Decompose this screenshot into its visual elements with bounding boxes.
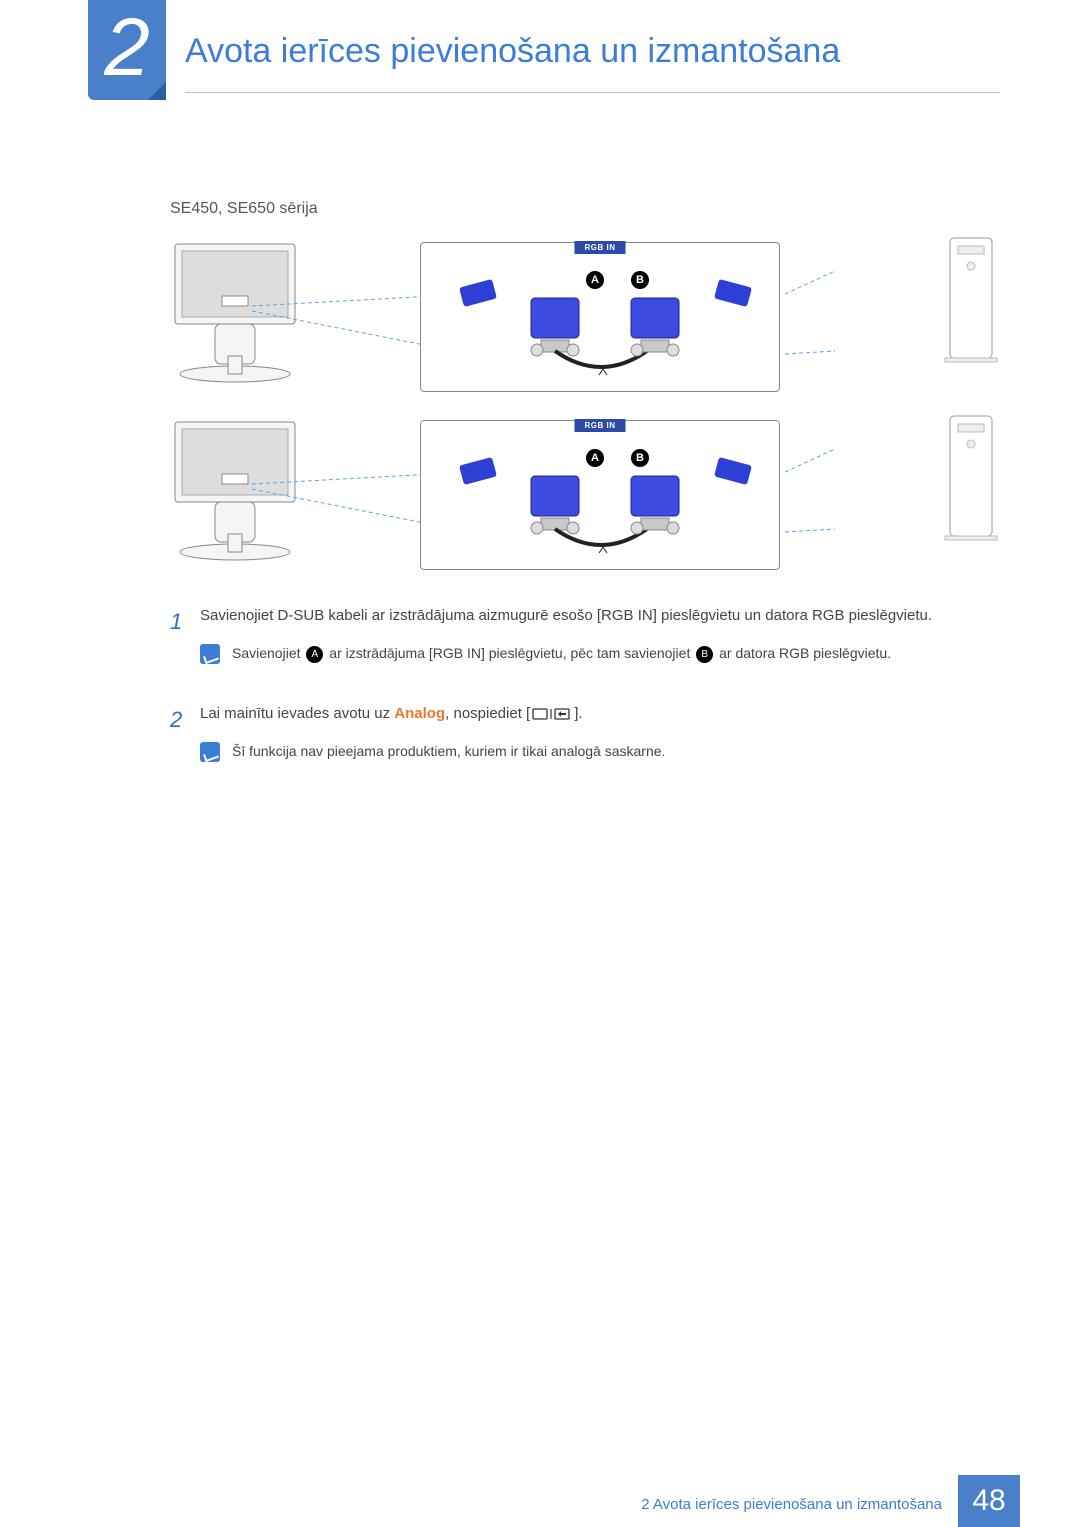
- connector-closeup-box: RGB IN: [420, 242, 780, 392]
- step-number: 2: [170, 702, 200, 776]
- step-text-pre: Lai mainītu ievades avotu uz: [200, 705, 394, 722]
- note-text: Savienojiet A ar izstrādājuma [RGB IN] p…: [232, 642, 891, 664]
- instruction-steps: 1 Savienojiet D-SUB kabeli ar izstrādāju…: [170, 604, 1000, 777]
- marker-b: B: [631, 271, 649, 289]
- step-text-post: ].: [574, 705, 582, 722]
- source-button-icon: [532, 707, 572, 721]
- header-divider: [185, 92, 1000, 93]
- connection-diagram-1: RGB IN: [170, 236, 1000, 406]
- step-note: Savienojiet A ar izstrādājuma [RGB IN] p…: [200, 642, 1000, 664]
- rgb-in-label: RGB IN: [575, 241, 626, 254]
- note-fragment: ar datora RGB pieslēgvietu.: [715, 645, 891, 661]
- chapter-number-badge: 2: [88, 0, 166, 100]
- note-icon: [200, 742, 220, 762]
- step-text-mid: , nospiediet [: [445, 705, 530, 722]
- step-1: 1 Savienojiet D-SUB kabeli ar izstrādāju…: [170, 604, 1000, 678]
- note-fragment: ar izstrādājuma [RGB IN] pieslēgvietu, p…: [325, 645, 694, 661]
- page-footer: 2 Avota ierīces pievienošana un izmantoš…: [0, 1475, 1080, 1527]
- rgb-in-label: RGB IN: [575, 419, 626, 432]
- series-subtitle: SE450, SE650 sērija: [170, 200, 1000, 218]
- inline-marker-a: A: [306, 646, 323, 663]
- step-number: 1: [170, 604, 200, 678]
- pc-tower-illustration: [940, 236, 1000, 386]
- note-fragment: Savienojiet: [232, 645, 304, 661]
- page-header: 2 Avota ierīces pievienošana un izmantoš…: [0, 0, 1080, 110]
- pc-tower-illustration: [940, 414, 1000, 564]
- monitor-illustration: [170, 414, 310, 564]
- step-body: Lai mainītu ievades avotu uz Analog, nos…: [200, 702, 1000, 776]
- vga-cable-illustration: [421, 243, 781, 393]
- footer-chapter-label: 2 Avota ierīces pievienošana un izmantoš…: [641, 1496, 942, 1513]
- step-note: Šī funkcija nav pieejama produktiem, kur…: [200, 740, 1000, 762]
- marker-a: A: [586, 271, 604, 289]
- marker-b: B: [631, 449, 649, 467]
- step-text: Savienojiet D-SUB kabeli ar izstrādājuma…: [200, 607, 932, 624]
- step-2: 2 Lai mainītu ievades avotu uz Analog, n…: [170, 702, 1000, 776]
- analog-keyword: Analog: [394, 705, 445, 722]
- note-icon: [200, 644, 220, 664]
- vga-cable-illustration: [421, 421, 781, 571]
- page-content: SE450, SE650 sērija RGB IN: [170, 200, 1000, 801]
- inline-marker-b: B: [696, 646, 713, 663]
- chapter-title: Avota ierīces pievienošana un izmantošan…: [185, 32, 840, 71]
- footer-page-number: 48: [958, 1475, 1020, 1527]
- monitor-illustration: [170, 236, 310, 386]
- connection-diagram-2: RGB IN A B: [170, 414, 1000, 584]
- step-body: Savienojiet D-SUB kabeli ar izstrādājuma…: [200, 604, 1000, 678]
- note-text: Šī funkcija nav pieejama produktiem, kur…: [232, 740, 665, 762]
- connector-closeup-box: RGB IN A B: [420, 420, 780, 570]
- marker-a: A: [586, 449, 604, 467]
